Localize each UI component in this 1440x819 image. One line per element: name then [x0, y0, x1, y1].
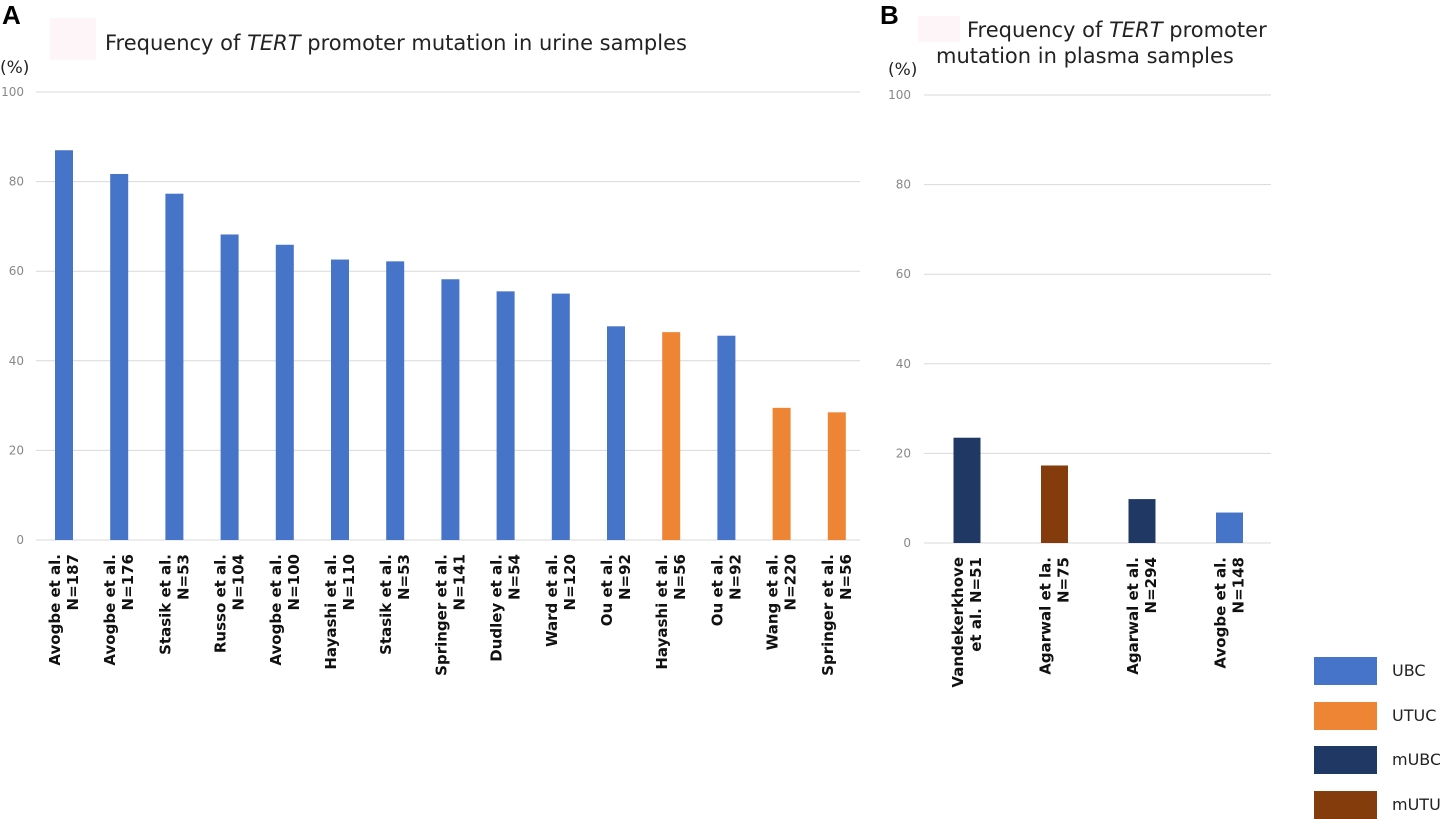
x-tick-label-line2: et al. N=51 [967, 557, 985, 652]
x-tick-label-line1: Ward et al. [543, 554, 561, 647]
y-tick-label: 0 [903, 536, 911, 550]
x-tick-label-line2: N=176 [119, 554, 137, 610]
bar [220, 234, 239, 541]
chart-title-b-post: promoter [1162, 18, 1267, 42]
bar [551, 293, 570, 540]
x-tick-label-line1: Avogbe et al. [1212, 557, 1230, 669]
bar [165, 193, 184, 541]
bar [953, 437, 981, 543]
panel-letter-b: B [880, 0, 899, 30]
x-tick-label-line2: N=104 [230, 554, 248, 610]
y-unit-b: (%) [888, 60, 918, 80]
legend-swatch-mubc [1314, 746, 1377, 774]
chart-title-a-pre: Frequency of [105, 31, 248, 55]
x-tick-label-line1: Avogbe et al. [267, 554, 285, 666]
x-tick-label-line1: Wang et al. [764, 554, 782, 650]
title-swatch-b [918, 16, 960, 42]
bar [1041, 465, 1068, 543]
x-tick-label-line2: N=54 [506, 554, 524, 600]
x-tick-label-line2: N=294 [1142, 557, 1160, 613]
bar [110, 173, 129, 540]
x-tick-label-line2: N=148 [1230, 557, 1248, 613]
x-tick-label-line2: N=220 [782, 554, 800, 610]
y-tick-label: 60 [896, 267, 911, 281]
y-unit-a: (%) [0, 58, 30, 78]
x-tick-label-line1: Ou et al. [708, 554, 726, 626]
x-tick-label-line2: N=100 [285, 554, 303, 610]
legend-swatch-utuc [1314, 702, 1377, 730]
bar [772, 407, 791, 540]
x-tick-label-line2: N=92 [726, 554, 744, 600]
x-tick-label-line1: Avogbe et al. [101, 554, 119, 666]
y-tick-label: 80 [9, 175, 24, 189]
chart-title-b: Frequency of TERT promoter mutation in p… [936, 17, 1267, 69]
y-tick-label: 100 [888, 88, 911, 102]
chart-title-a-gene: TERT [247, 31, 301, 55]
bar [55, 150, 73, 541]
y-tick-label: 20 [896, 446, 911, 460]
y-tick-label: 40 [896, 357, 911, 371]
y-tick-label: 80 [896, 178, 911, 192]
bar [441, 279, 460, 540]
bar [827, 412, 846, 540]
bar [662, 332, 681, 540]
x-tick-label-line1: Dudley et al. [488, 554, 506, 662]
x-tick-label-line2: N=53 [174, 554, 192, 600]
x-tick-label-line2: N=141 [450, 554, 468, 610]
x-tick-label-line2: N=56 [671, 554, 689, 600]
x-tick-label-line2: N=56 [837, 554, 855, 600]
legend-swatch-mutuc [1314, 791, 1377, 819]
bar [1216, 512, 1243, 543]
chart-title-a: Frequency of TERT promoter mutation in u… [105, 30, 687, 56]
bar [1128, 499, 1156, 543]
legend-label-mutuc: mUTUC [1392, 795, 1440, 814]
x-tick-label-line1: Stasik et al. [156, 554, 174, 655]
x-tick-label-line2: N=75 [1055, 557, 1073, 603]
x-tick-label-line2: N=53 [395, 554, 413, 600]
chart-b: 0 20 40 60 80 100 Vandekerkhove et al. N=51 Agar… [888, 88, 1271, 688]
x-tick-label-line1: Ou et al. [598, 554, 616, 626]
y-tick-label: 100 [1, 85, 24, 99]
x-tick-label-line1: Avogbe et al. [46, 554, 64, 666]
y-tick-label: 40 [9, 354, 24, 368]
chart-title-b-pre: Frequency of [967, 18, 1110, 42]
title-swatch-a [50, 18, 96, 60]
legend-label-utuc: UTUC [1392, 706, 1437, 725]
bar [717, 335, 736, 540]
bar [607, 326, 625, 540]
panel-letter-a: A [2, 0, 21, 30]
x-tick-label-line1: Springer et al. [819, 554, 837, 676]
chart-title-b-gene: TERT [1109, 18, 1163, 42]
chart-title-a-post: promoter mutation in urine samples [300, 31, 687, 55]
bar [386, 261, 405, 540]
x-tick-label-line1: Stasik et al. [377, 554, 395, 655]
x-tick-label-line1: Springer et al. [432, 554, 450, 676]
x-tick-label-line1: Vandekerkhove [949, 557, 967, 688]
legend-label-ubc: UBC [1392, 661, 1426, 680]
x-tick-label-line2: N=110 [340, 554, 358, 610]
x-tick-label-line2: N=92 [616, 554, 634, 600]
x-tick-label-line1: Agarwal et al. [1124, 557, 1142, 675]
chart-title-b-line2: mutation in plasma samples [936, 44, 1234, 68]
x-tick-label-line1: Hayashi et al. [322, 554, 340, 670]
bar [275, 244, 294, 540]
x-tick-label-line2: N=120 [561, 554, 579, 610]
y-tick-label: 20 [9, 443, 24, 457]
y-tick-label: 0 [16, 533, 24, 547]
x-tick-label-line2: N=187 [64, 554, 82, 610]
bar [496, 291, 515, 540]
legend-swatch-ubc [1314, 657, 1377, 685]
y-tick-label: 60 [9, 264, 24, 278]
bar [331, 259, 349, 540]
x-tick-label-line1: Russo et al. [212, 554, 230, 653]
x-tick-label-line1: Hayashi et al. [653, 554, 671, 670]
legend-label-mubc: mUBC [1392, 750, 1440, 769]
x-tick-label-line1: Agarwal et la. [1037, 557, 1055, 675]
